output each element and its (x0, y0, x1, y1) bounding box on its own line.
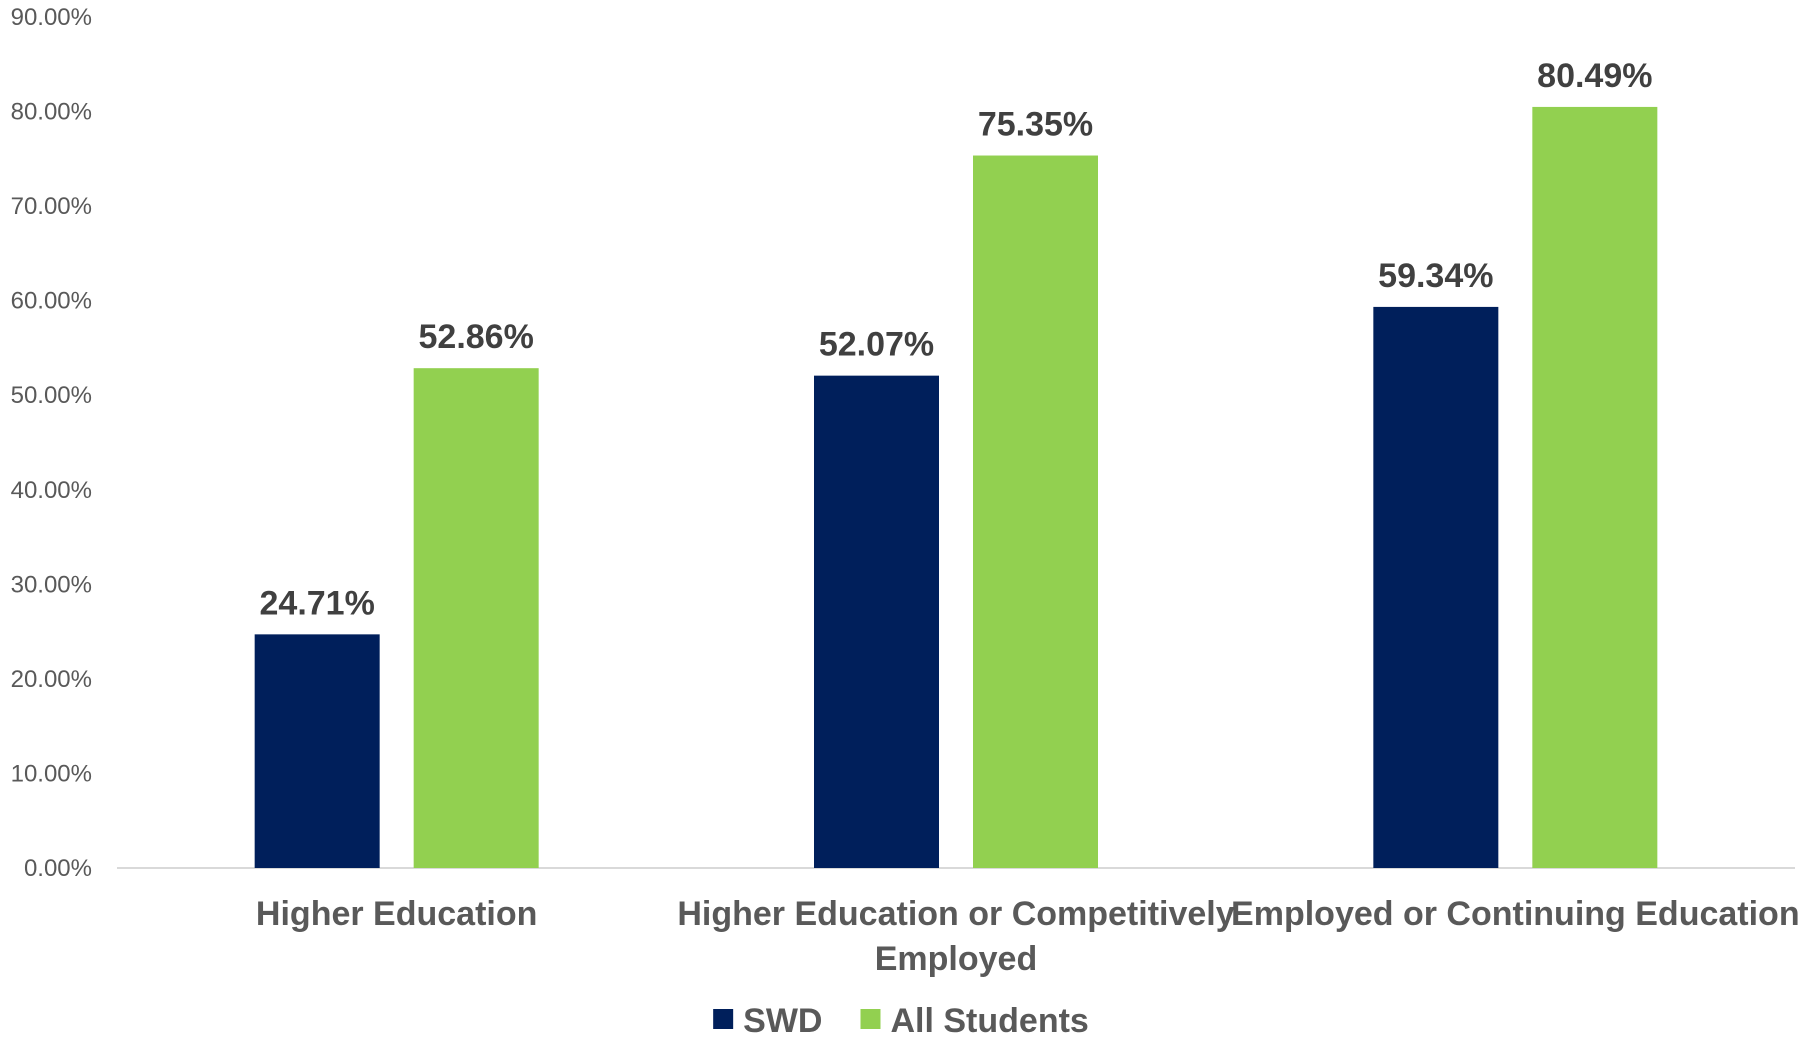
legend-label: All Students (890, 1002, 1088, 1040)
y-tick-label: 90.00% (11, 4, 92, 31)
bar-all-students (413, 368, 539, 868)
legend: SWD All Students (713, 1002, 1089, 1040)
bar-all-students (1532, 106, 1658, 868)
data-label: 75.35% (978, 106, 1093, 144)
y-tick-label: 10.00% (11, 760, 92, 787)
data-label: 52.86% (419, 318, 534, 356)
bar-group (254, 106, 1658, 868)
data-label: 59.34% (1378, 257, 1493, 295)
bar-swd (814, 375, 939, 868)
y-tick-label: 40.00% (11, 477, 92, 504)
x-category-label: Higher Education (256, 895, 537, 933)
bar-swd (254, 634, 380, 868)
y-tick-label: 60.00% (11, 288, 92, 315)
y-tick-label: 20.00% (11, 666, 92, 693)
y-tick-label: 50.00% (11, 382, 92, 409)
y-tick-label: 70.00% (11, 193, 92, 220)
data-label: 52.07% (819, 326, 934, 364)
x-category-label: Higher Education or Competitively (677, 895, 1234, 933)
legend-label: SWD (743, 1002, 822, 1040)
data-label-group: 24.71% 52.86% 52.07% 75.35% 59.34% 80.49% (260, 57, 1653, 622)
bar-swd (1373, 306, 1499, 868)
y-tick-label: 30.00% (11, 571, 92, 598)
legend-swatch-swd (713, 1009, 734, 1029)
y-axis: 0.00% 10.00% 20.00% 30.00% 40.00% 50.00% 60.00… (11, 4, 92, 882)
legend-swatch-all-students (860, 1009, 881, 1029)
y-tick-label: 80.00% (11, 99, 92, 126)
x-category-label: Employed (875, 940, 1037, 978)
y-tick-label: 0.00% (24, 855, 92, 882)
x-category-label: Employed or Continuing Education (1231, 895, 1800, 933)
data-label: 24.71% (260, 584, 375, 622)
bar-all-students (973, 155, 1098, 868)
x-axis-labels: Higher Education Higher Education or Comp… (256, 895, 1800, 978)
data-label: 80.49% (1537, 57, 1652, 95)
